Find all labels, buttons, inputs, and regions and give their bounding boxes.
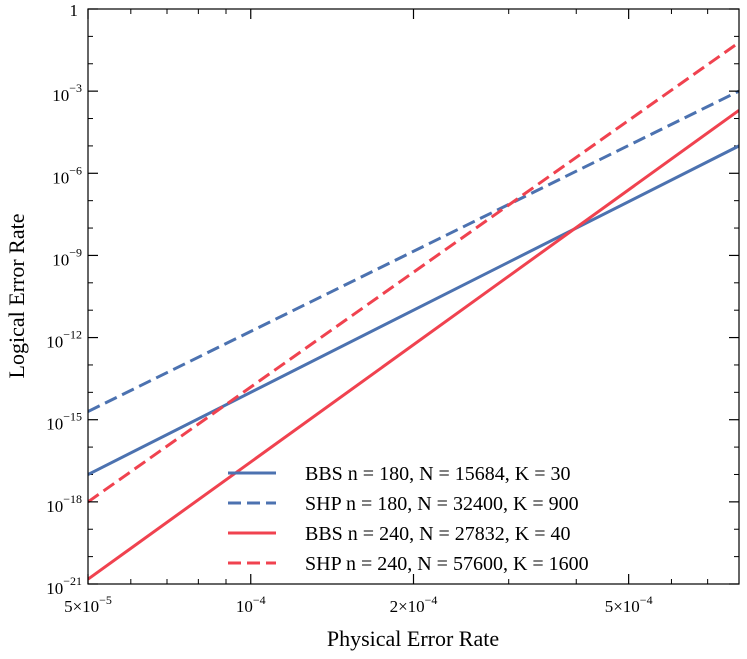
major-ticks xyxy=(87,8,739,585)
legend: BBS n = 180, N = 15684, K = 30 SHP n = 18… xyxy=(228,463,589,575)
y-tick-label-0: 1 xyxy=(70,1,79,20)
legend-label-3: BBS n = 240, N = 27832, K = 40 xyxy=(305,523,571,545)
legend-label-1: BBS n = 180, N = 15684, K = 30 xyxy=(305,463,571,485)
x-tick-label-3: 5×10−4 xyxy=(605,593,653,616)
y-tick-label-6: 10−18 xyxy=(46,492,82,516)
x-tick-labels: 5×10−5 10−4 2×10−4 5×10−4 xyxy=(64,593,653,616)
x-axis-label: Physical Error Rate xyxy=(327,626,499,651)
series-layer xyxy=(88,41,739,581)
series-line-2 xyxy=(88,89,739,413)
legend-label-2: SHP n = 180, N = 32400, K = 900 xyxy=(305,493,579,515)
minor-ticks xyxy=(88,9,739,584)
series-line-3 xyxy=(88,109,739,581)
x-tick-label-1: 10−4 xyxy=(236,593,266,616)
x-tick-label-2: 2×10−4 xyxy=(390,593,438,616)
x-tick-label-0: 5×10−5 xyxy=(64,593,112,616)
y-tick-label-5: 10−15 xyxy=(46,410,82,434)
y-tick-label-7: 10−21 xyxy=(46,574,82,598)
series-line-1 xyxy=(88,144,739,476)
y-tick-labels: 1 10−3 10−6 10−9 10−12 10−15 10−18 10−21 xyxy=(46,1,82,598)
y-axis-label: Logical Error Rate xyxy=(4,214,29,379)
y-tick-label-3: 10−9 xyxy=(52,245,82,269)
y-tick-label-1: 10−3 xyxy=(52,81,82,105)
y-tick-label-4: 10−12 xyxy=(46,328,82,352)
y-tick-label-2: 10−6 xyxy=(52,163,82,187)
plot-area xyxy=(88,9,739,584)
legend-label-4: SHP n = 240, N = 57600, K = 1600 xyxy=(305,553,589,575)
